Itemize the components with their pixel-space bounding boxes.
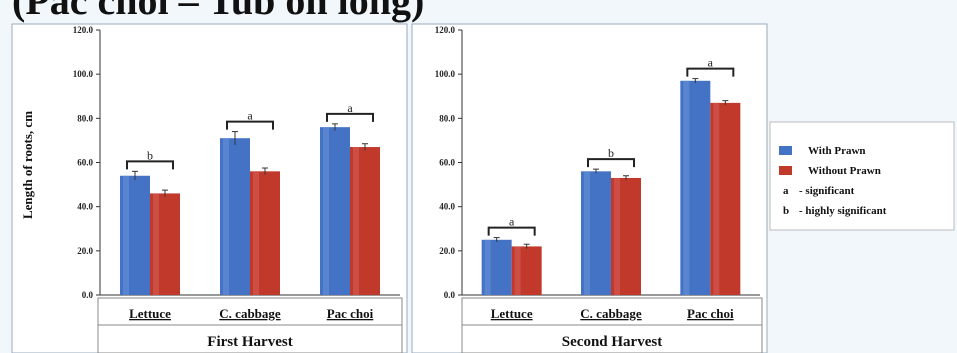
y-tick-label: 80.0 xyxy=(77,113,93,123)
y-tick-label: 100.0 xyxy=(73,69,94,79)
significance-label: b xyxy=(147,148,153,162)
y-tick-label: 80.0 xyxy=(439,113,455,123)
category-label: Lettuce xyxy=(129,306,171,321)
significance-label: a xyxy=(347,101,353,115)
significance-label: a xyxy=(509,215,515,229)
category-label: C. cabbage xyxy=(580,306,642,321)
legend-note-key-a: a xyxy=(783,185,789,197)
y-tick-label: 120.0 xyxy=(73,25,94,35)
category-label: Lettuce xyxy=(491,306,533,321)
bar-highlight xyxy=(123,175,129,295)
bar-highlight xyxy=(683,80,690,296)
bar-highlight xyxy=(223,138,229,295)
category-label: C. cabbage xyxy=(219,306,281,321)
legend-swatch-with-prawn xyxy=(779,146,792,155)
legend: With Prawn Without Prawn a - significant… xyxy=(769,121,955,231)
legend-note-text-a: - significant xyxy=(799,185,855,197)
y-axis-label: Length of roots, cm xyxy=(20,111,35,219)
legend-box xyxy=(769,121,955,231)
significance-bracket xyxy=(487,226,536,236)
legend-note-text-b: - highly significant xyxy=(799,205,887,217)
significance-bracket xyxy=(226,120,274,130)
y-tick-label: 0.0 xyxy=(444,290,456,300)
y-tick-label: 60.0 xyxy=(439,158,455,168)
legend-swatch-without-prawn xyxy=(779,166,792,175)
bar-highlight xyxy=(323,127,329,296)
bar-highlight xyxy=(514,246,521,295)
slide-title: (Pac choi – Tub on long) xyxy=(12,0,424,23)
y-tick-label: 120.0 xyxy=(435,25,456,35)
x-axis-label-first: First Harvest xyxy=(207,334,292,350)
legend-note-key-b: b xyxy=(783,205,789,217)
y-tick-label: 100.0 xyxy=(435,69,456,79)
y-tick-label: 40.0 xyxy=(77,202,93,212)
category-label: Pac choi xyxy=(327,306,374,321)
y-tick-label: 40.0 xyxy=(439,202,455,212)
x-axis-label-second: Second Harvest xyxy=(562,334,662,350)
significance-label: a xyxy=(708,56,714,70)
significance-bracket xyxy=(126,160,174,170)
significance-bracket xyxy=(587,158,635,168)
bar-highlight xyxy=(253,171,259,295)
y-tick-label: 20.0 xyxy=(439,246,455,256)
y-tick-label: 60.0 xyxy=(77,158,93,168)
bar-highlight xyxy=(153,193,159,295)
y-tick-label: 0.0 xyxy=(82,290,94,300)
legend-label-without-prawn: Without Prawn xyxy=(808,165,881,177)
significance-label: a xyxy=(247,109,253,123)
legend-label-with-prawn: With Prawn xyxy=(808,145,866,157)
bar-highlight xyxy=(484,239,491,295)
y-tick-label: 20.0 xyxy=(77,246,93,256)
category-label: Pac choi xyxy=(687,306,734,321)
bar-highlight xyxy=(614,177,620,295)
chart-first-harvest: 0.0 20.0 40.0 60.0 80.0 100.0 120.0 Lettuce b C. … xyxy=(73,25,400,321)
chart-second-harvest: 0.0 20.0 40.0 60.0 80.0 100.0 120.0 Lettuce a C. … xyxy=(435,25,760,321)
bar-highlight xyxy=(584,171,590,295)
significance-label: b xyxy=(608,146,614,160)
significance-bracket xyxy=(686,67,735,77)
significance-bracket xyxy=(326,112,374,122)
bar-highlight xyxy=(713,102,720,295)
bar-highlight xyxy=(353,147,359,295)
